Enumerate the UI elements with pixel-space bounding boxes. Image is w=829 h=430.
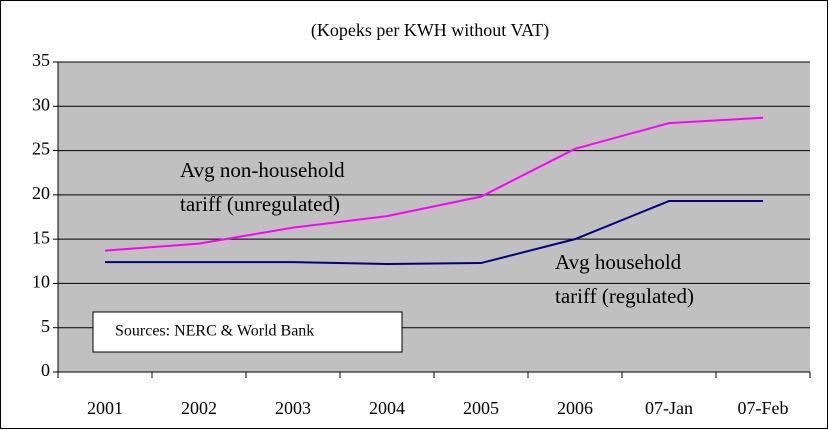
x-tick-label: 07-Jan	[645, 398, 693, 418]
annotation: tariff (unregulated)	[180, 192, 340, 216]
series-line	[104, 116, 764, 252]
x-tick-label: 2003	[275, 398, 311, 418]
x-tick-label: 2006	[557, 398, 593, 418]
x-tick-label: 2001	[87, 398, 123, 418]
y-tick-label: 20	[32, 183, 50, 203]
annotation: Avg household	[555, 250, 682, 274]
y-tick-label: 15	[32, 227, 50, 247]
y-tick-label: 30	[32, 94, 50, 114]
source-box	[92, 311, 403, 353]
y-tick-label: 0	[41, 360, 50, 380]
source-note: Sources: NERC & World Bank	[115, 323, 314, 340]
y-tick-label: 25	[32, 139, 50, 159]
x-tick-label: 2004	[369, 398, 405, 418]
y-tick-label: 35	[32, 50, 50, 70]
y-tick-label: 10	[32, 272, 50, 292]
y-tick-label: 5	[41, 316, 50, 336]
annotation: tariff (regulated)	[555, 284, 694, 308]
chart-title: (Kopeks per KWH without VAT)	[311, 20, 549, 41]
x-tick-label: 2002	[181, 398, 217, 418]
x-tick-label: 07-Feb	[738, 398, 789, 418]
series-line	[105, 200, 763, 265]
annotation: Avg non-household	[180, 158, 345, 182]
x-tick-label: 2005	[463, 398, 499, 418]
